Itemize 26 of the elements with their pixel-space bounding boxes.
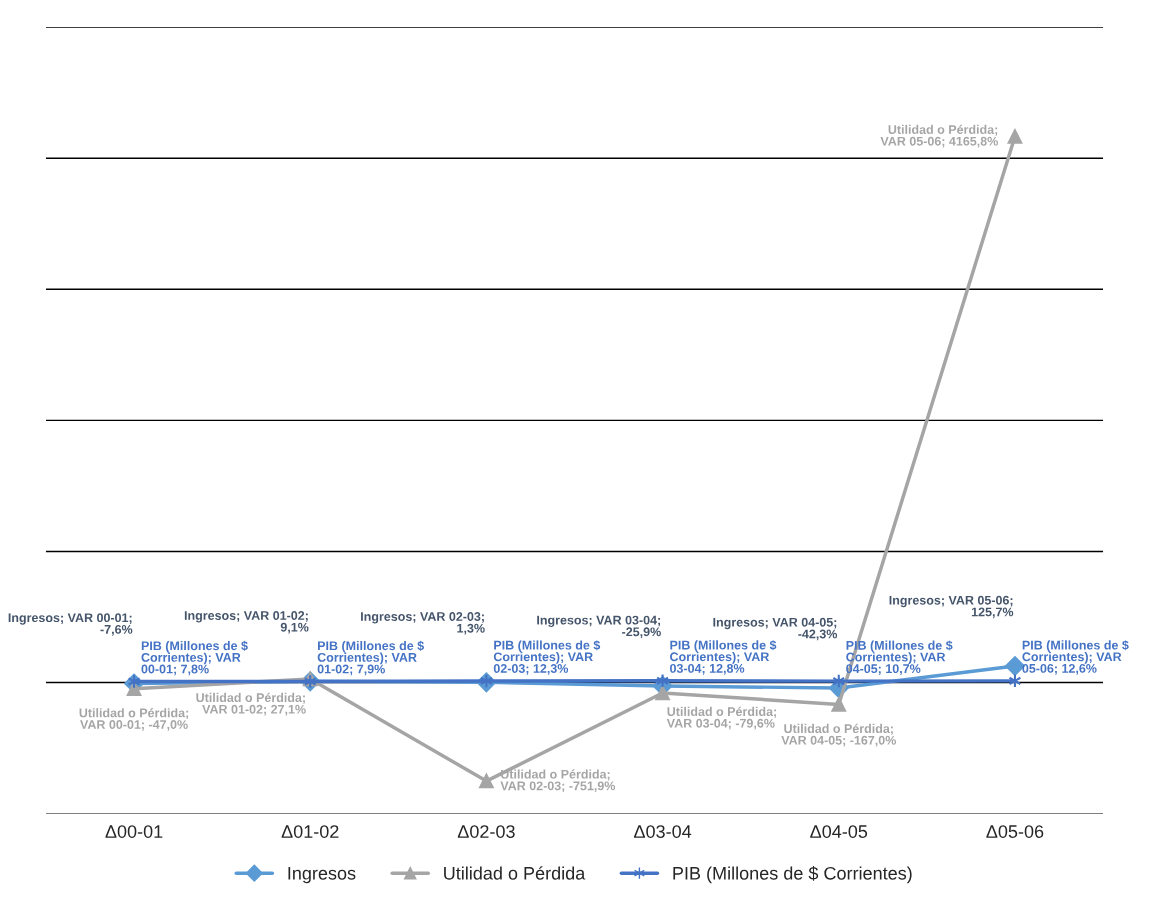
data-label: Utilidad o Pérdida; VAR 03-04; -79,6% bbox=[666, 706, 776, 730]
data-label: PIB (Millones de $ Corrientes); VAR 03-04; 12,8% bbox=[670, 640, 777, 675]
x-tick-label: Δ03-04 bbox=[634, 825, 692, 838]
data-label: Utilidad o Pérdida; VAR 00-01; -47,0% bbox=[79, 708, 189, 731]
x-tick-label: Δ02-03 bbox=[457, 825, 515, 838]
data-label: PIB (Millones de $ Corrientes); VAR 05-06; 12,6% bbox=[1022, 640, 1129, 675]
data-label: PIB (Millones de $ Corrientes); VAR 04-05; 10,7% bbox=[846, 640, 953, 675]
data-label: Utilidad o Pérdida; VAR 01-02; 27,1% bbox=[196, 692, 306, 716]
data-label: Ingresos; VAR 01-02; 9,1% bbox=[184, 611, 309, 634]
data-label: Ingresos; VAR 04-05; -42,3% bbox=[713, 617, 838, 641]
data-label: Utilidad o Pérdida; VAR 04-05; -167,0% bbox=[781, 723, 896, 747]
data-label: Utilidad o Pérdida; VAR 05-06; 4165,8% bbox=[880, 124, 998, 148]
data-label: Ingresos; VAR 00-01; -7,6% bbox=[8, 613, 133, 636]
x-tick-label: Δ05-06 bbox=[986, 825, 1044, 838]
data-label: PIB (Millones de $ Corrientes); VAR 01-02; 7,9% bbox=[317, 640, 424, 676]
data-label: Ingresos; VAR 03-04; -25,9% bbox=[537, 615, 661, 639]
data-label: Ingresos; VAR 02-03; 1,3% bbox=[361, 612, 485, 635]
legend-label: Utilidad o Pérdida bbox=[444, 866, 586, 880]
legend-label: Ingresos bbox=[288, 867, 356, 884]
data-label: Ingresos; VAR 05-06; 125,7% bbox=[889, 595, 1014, 619]
x-tick-label: Δ00-01 bbox=[105, 825, 163, 838]
data-label: PIB (Millones de $ Corrientes); VAR 00-01; 7,8% bbox=[141, 640, 248, 676]
data-label: PIB (Millones de $ Corrientes); VAR 02-03; 12,3% bbox=[493, 640, 601, 675]
legend-label: PIB (Millones de $ Corrientes) bbox=[673, 866, 912, 884]
x-tick-label: Δ01-02 bbox=[281, 825, 339, 838]
x-tick-label: Δ04-05 bbox=[810, 825, 868, 838]
